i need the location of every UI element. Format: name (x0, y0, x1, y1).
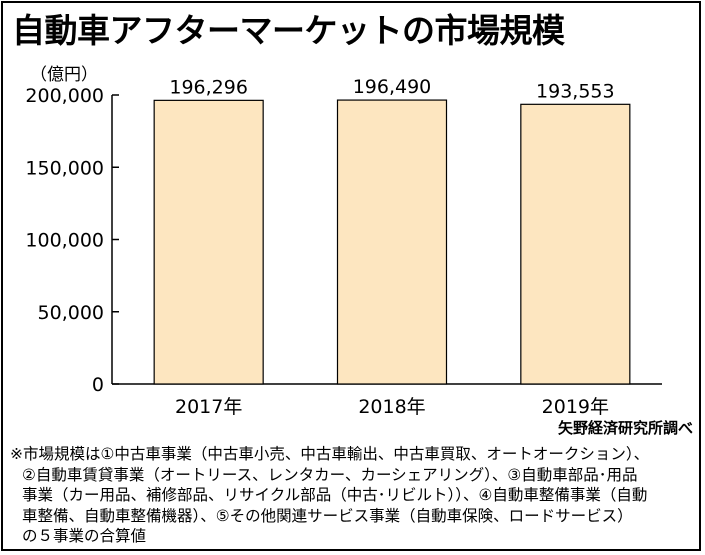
bar (520, 103, 631, 385)
footnote-line: ②自動車賃貸事業（オートリース、レンタカー、カーシェアリング）、③自動車部品･用… (22, 465, 638, 484)
footnote: ※市場規模は①中古車事業（中古車小売、中古車輸出、中古車買取、オートオークション… (10, 444, 696, 547)
y-tick-label: 0 (92, 374, 104, 396)
y-tick-label: 200,000 (25, 85, 104, 107)
footnote-line: の５事業の合算値 (22, 527, 147, 545)
y-tick-label: 100,000 (25, 230, 104, 252)
bar-value-label: 196,296 (169, 76, 248, 98)
footnote-line: 車整備、自動車整備機器）、⑤その他関連サービス事業（自動車保険、ロードサービス） (22, 506, 633, 525)
y-tick-label: 150,000 (25, 157, 104, 179)
y-tick-label: 50,000 (38, 302, 104, 324)
chart-title: 自動車アフターマーケットの市場規模 (12, 11, 565, 50)
footnote-line: 事業（カー用品、補修部品、リサイクル部品（中古･リビルト））、④自動車整備事業（… (22, 486, 648, 504)
bar (153, 99, 264, 385)
y-axis-ticks: 0 50,000 100,000 150,000 200,000 (25, 85, 119, 396)
bar-value-labels: 196,296 196,490 193,553 (169, 76, 614, 102)
bar (336, 99, 448, 385)
x-tick-label: 2017年 (175, 396, 242, 418)
bar-value-label: 196,490 (353, 76, 432, 98)
x-tick-label: 2019年 (542, 396, 609, 418)
source-credit: 矢野経済研究所調べ (557, 419, 693, 437)
bar-value-label: 193,553 (536, 80, 615, 102)
y-axis-unit-label: （億円） (30, 65, 98, 85)
footnote-line: ※市場規模は①中古車事業（中古車小売、中古車輸出、中古車買取、オートオークション… (10, 445, 650, 463)
x-tick-label: 2018年 (358, 396, 425, 418)
x-axis-tick-labels: 2017年 2018年 2019年 (175, 396, 609, 418)
bars (153, 99, 631, 385)
